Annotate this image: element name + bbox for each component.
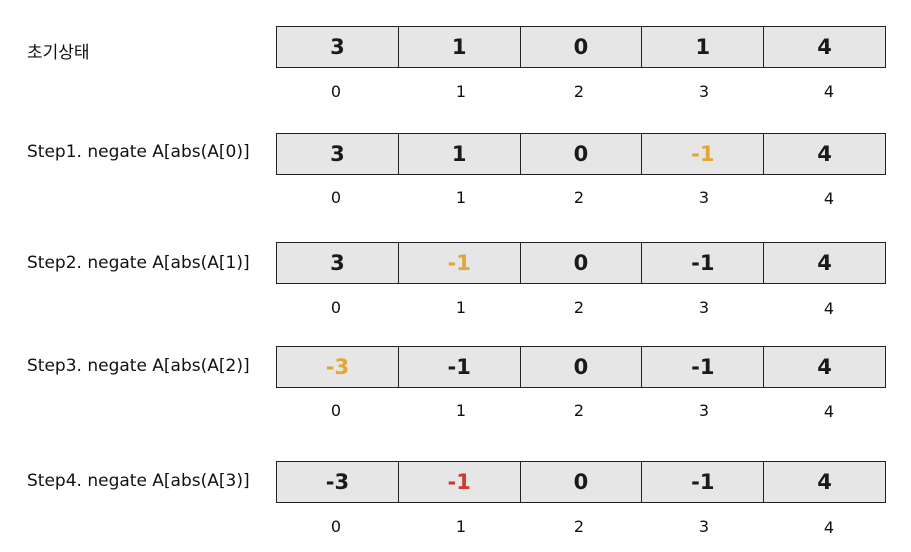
array-cell: 4 bbox=[817, 251, 832, 275]
array-cell: 4 bbox=[817, 355, 832, 379]
index-label: 4 bbox=[823, 189, 835, 208]
index-label: 1 bbox=[455, 298, 467, 317]
array-cell: -1 bbox=[642, 243, 765, 283]
array-cell: -3 bbox=[277, 462, 399, 502]
index-label: 1 bbox=[455, 82, 467, 101]
index-label: 2 bbox=[573, 517, 585, 536]
array-cell: -1 bbox=[642, 134, 765, 174]
array-cell: -1 bbox=[399, 462, 521, 502]
array-cell: -1 bbox=[642, 462, 765, 502]
index-label: 2 bbox=[573, 401, 585, 420]
row-label: Step4. negate A[abs(A[3)] bbox=[27, 471, 250, 491]
index-label: 3 bbox=[698, 82, 710, 101]
index-label: 3 bbox=[698, 298, 710, 317]
array-cell: 4 bbox=[817, 470, 832, 494]
index-label: 1 bbox=[455, 517, 467, 536]
array-cell: 0 bbox=[521, 27, 643, 67]
index-label: 2 bbox=[573, 188, 585, 207]
array-row: -3 -1 0 -1 4 bbox=[276, 461, 886, 503]
row-label: Step2. negate A[abs(A[1)] bbox=[27, 253, 250, 273]
array-cell: 0 bbox=[521, 347, 643, 387]
index-label: 0 bbox=[330, 188, 342, 207]
index-label: 1 bbox=[455, 401, 467, 420]
index-label: 4 bbox=[823, 402, 835, 421]
array-cell: 4 bbox=[817, 142, 832, 166]
index-label: 1 bbox=[455, 188, 467, 207]
array-cell: 0 bbox=[521, 134, 643, 174]
array-cell: 1 bbox=[399, 134, 521, 174]
array-cell: 0 bbox=[521, 462, 643, 502]
row-label: Step3. negate A[abs(A[2)] bbox=[27, 356, 250, 376]
index-label: 0 bbox=[330, 82, 342, 101]
array-cell: 3 bbox=[277, 134, 399, 174]
index-label: 0 bbox=[330, 517, 342, 536]
array-row: 3 1 0 1 4 bbox=[276, 26, 886, 68]
array-cell: 1 bbox=[399, 27, 521, 67]
index-label: 4 bbox=[823, 299, 835, 318]
row-label: Step1. negate A[abs(A[0)] bbox=[27, 142, 250, 162]
index-label: 4 bbox=[823, 82, 835, 101]
index-label: 4 bbox=[823, 518, 835, 537]
index-label: 3 bbox=[698, 401, 710, 420]
array-cell: -1 bbox=[642, 347, 765, 387]
array-cell: 1 bbox=[642, 27, 765, 67]
array-cell: -1 bbox=[399, 347, 521, 387]
array-row: 3 -1 0 -1 4 bbox=[276, 242, 886, 284]
array-cell: 0 bbox=[521, 243, 643, 283]
array-cell: 3 bbox=[277, 27, 399, 67]
array-cell: 3 bbox=[277, 243, 399, 283]
array-row: -3 -1 0 -1 4 bbox=[276, 346, 886, 388]
index-label: 2 bbox=[573, 82, 585, 101]
array-cell: -1 bbox=[399, 243, 521, 283]
array-cell: -3 bbox=[277, 347, 399, 387]
index-label: 0 bbox=[330, 298, 342, 317]
index-label: 3 bbox=[698, 517, 710, 536]
index-label: 3 bbox=[698, 188, 710, 207]
index-label: 0 bbox=[330, 401, 342, 420]
index-label: 2 bbox=[573, 298, 585, 317]
row-label: 초기상태 bbox=[27, 43, 90, 63]
array-cell: 4 bbox=[817, 35, 832, 59]
array-row: 3 1 0 -1 4 bbox=[276, 133, 886, 175]
